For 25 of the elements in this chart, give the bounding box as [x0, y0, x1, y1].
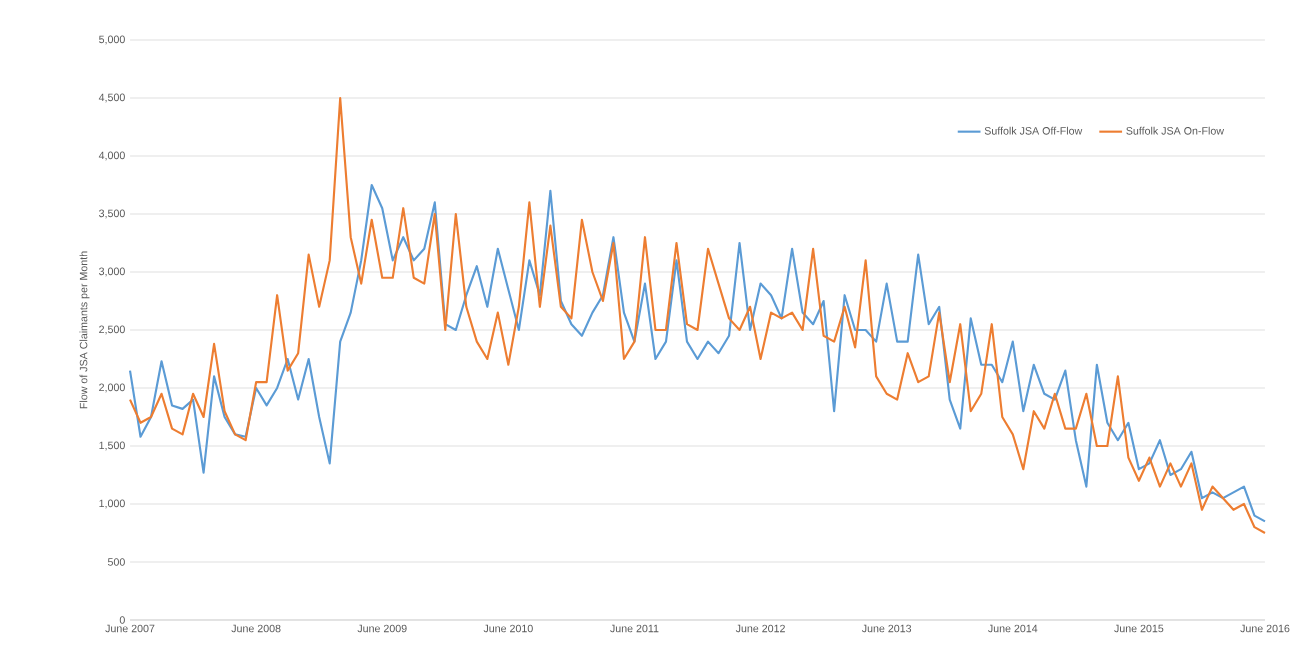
- y-axis-title: Flow of JSA Claimants per Month: [79, 251, 90, 409]
- y-tick-label: 4,500: [98, 93, 125, 103]
- x-tick-label: June 2015: [1114, 624, 1164, 633]
- y-tick-label: 1,500: [99, 441, 125, 451]
- legend-label: Suffolk JSA Off-Flow: [984, 126, 1083, 135]
- x-tick-label: June 2009: [357, 624, 407, 633]
- line-series: [128, 183, 1267, 523]
- y-tick-label: 3,000: [99, 267, 125, 277]
- x-tick-label: June 2014: [988, 624, 1038, 633]
- y-tick-label: 1,000: [99, 499, 125, 509]
- x-tick-label: June 2010: [483, 624, 533, 633]
- x-tick-label: June 2008: [231, 624, 281, 633]
- y-tick-label: 4,000: [98, 151, 125, 161]
- y-tick-label: 3,500: [99, 209, 125, 219]
- y-tick-label: 500: [107, 558, 125, 566]
- y-tick-label: 0: [119, 616, 125, 624]
- y-tick-label: 5,000: [99, 35, 125, 45]
- x-tick-label: June 2007: [105, 624, 155, 633]
- y-tick-label: 2,500: [99, 325, 125, 335]
- x-tick-label: June 2013: [861, 624, 912, 633]
- x-tick-label: June 2016: [1240, 624, 1290, 633]
- legend-label: Suffolk JSA On-Flow: [1126, 126, 1225, 135]
- x-tick-label: June 2011: [610, 624, 659, 633]
- y-tick-label: 2,000: [99, 383, 125, 393]
- x-tick-label: June 2012: [735, 624, 785, 633]
